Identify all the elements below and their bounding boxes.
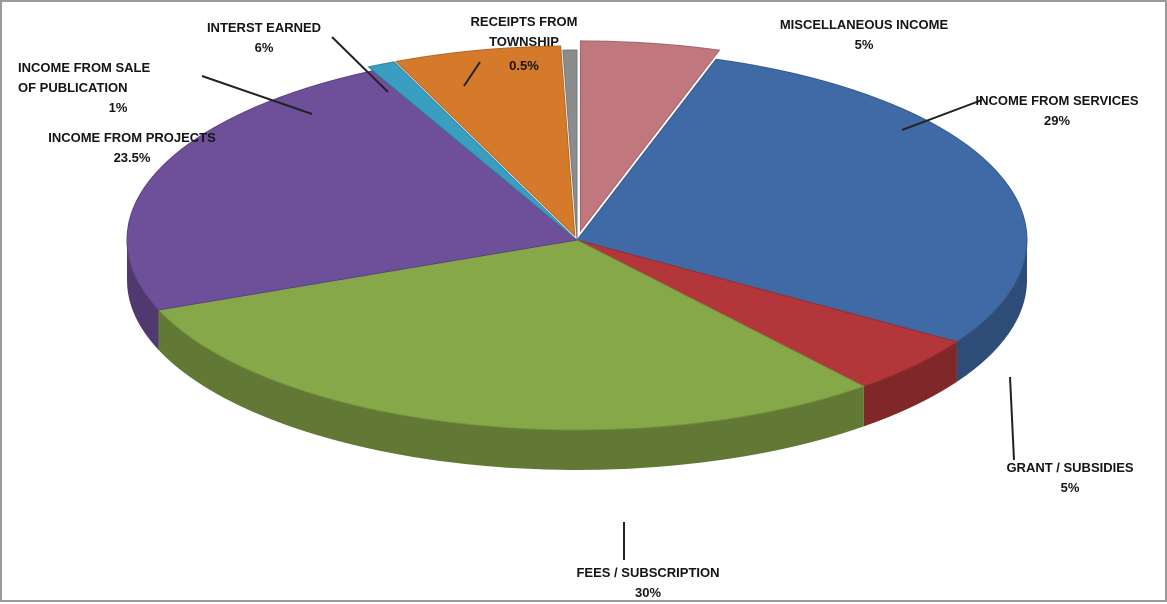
label-receipts-from-township: RECEIPTS FROM TOWNSHIP 0.5% [471, 14, 578, 73]
slice-label: MISCELLANEOUS INCOME [780, 17, 949, 32]
pie-slice-7 [562, 49, 578, 241]
slice-value-label: 6% [255, 40, 274, 55]
label-grant-subsidies: GRANT / SUBSIDIES 5% [1006, 460, 1133, 495]
slice-value-label: 1% [109, 100, 128, 115]
label-income-from-projects: INCOME FROM PROJECTS 23.5% [48, 130, 216, 165]
pie-slice-5 [367, 61, 574, 237]
slice-label: INTERST EARNED [207, 20, 321, 35]
slice-value-label: 30% [635, 585, 661, 600]
leader-line-2 [1009, 376, 1015, 461]
pie-slice-1 [576, 58, 1028, 343]
pie-slice-0 [579, 40, 721, 233]
leader-line-5 [201, 75, 313, 115]
label-interst-earned: INTERST EARNED 6% [207, 20, 321, 55]
leader-line-1 [901, 99, 983, 131]
slice-value-label: 5% [855, 37, 874, 52]
leader-line-6 [331, 36, 389, 93]
pie-slice-6 [395, 45, 576, 238]
pie-slice-4 [126, 70, 579, 311]
slice-label: GRANT / SUBSIDIES [1006, 460, 1133, 475]
slice-side-2 [863, 341, 957, 427]
slice-side-1 [956, 240, 1027, 382]
leader-line-7 [463, 61, 481, 87]
slice-label: INCOME FROM PROJECTS [48, 130, 216, 145]
leader-lines [201, 36, 1015, 560]
slice-value-label: 29% [1044, 113, 1070, 128]
label-income-from-services: INCOME FROM SERVICES 29% [975, 93, 1138, 128]
slice-value-label: 23.5% [114, 150, 151, 165]
slice-value-label: 5% [1061, 480, 1080, 495]
label-income-from-sale-of-publication: INCOME FROM SALE OF PUBLICATION 1% [18, 60, 150, 115]
slice-value-label: 0.5% [509, 58, 539, 73]
slice-label: INCOME FROM SERVICES [975, 93, 1138, 108]
slice-side-4 [127, 240, 159, 350]
slice-side-3 [158, 309, 864, 470]
pie-slices [126, 40, 1028, 470]
slice-label: RECEIPTS FROM TOWNSHIP [471, 14, 578, 49]
pie-slice-3 [157, 239, 866, 431]
label-miscellaneous-income: MISCELLANEOUS INCOME 5% [780, 17, 949, 52]
slice-label: INCOME FROM SALE OF PUBLICATION [18, 60, 150, 95]
label-fees-subscription: FEES / SUBSCRIPTION 30% [576, 565, 719, 600]
slice-label: FEES / SUBSCRIPTION [576, 565, 719, 580]
